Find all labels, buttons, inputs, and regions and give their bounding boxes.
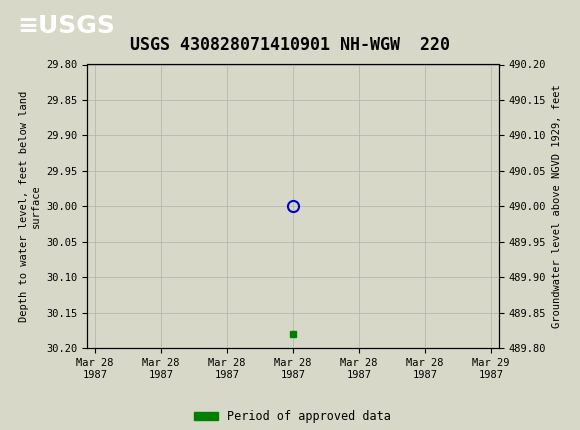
Text: USGS 430828071410901 NH-WGW  220: USGS 430828071410901 NH-WGW 220 <box>130 36 450 54</box>
Text: ≡USGS: ≡USGS <box>17 14 115 38</box>
Legend: Period of approved data: Period of approved data <box>190 405 396 427</box>
Y-axis label: Depth to water level, feet below land
surface: Depth to water level, feet below land su… <box>19 91 41 322</box>
Y-axis label: Groundwater level above NGVD 1929, feet: Groundwater level above NGVD 1929, feet <box>552 85 561 328</box>
